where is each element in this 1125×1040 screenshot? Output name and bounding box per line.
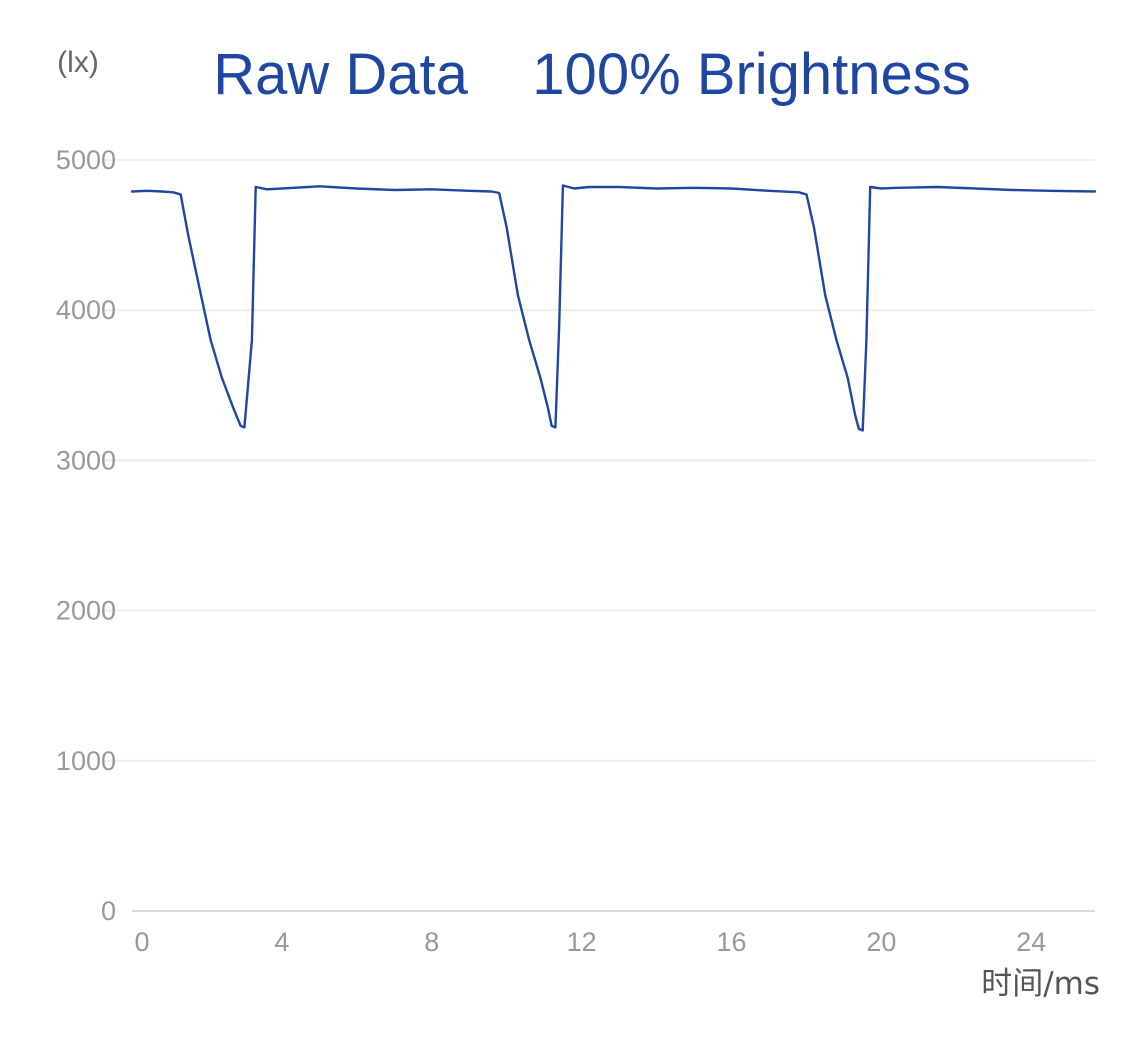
x-tick-label: 20 [866,927,896,957]
x-tick-label: 12 [567,927,597,957]
chart-title: Raw Data 100% Brightness [213,42,971,107]
y-tick-label: 0 [101,896,116,926]
x-tick-label: 24 [1016,927,1046,957]
gridlines [104,159,1095,912]
y-tick-label: 5000 [56,145,116,175]
series-line-0 [130,184,1097,432]
x-tick-label: 0 [134,927,149,957]
x-axis-ticks: 0 4 8 12 16 20 24 [134,927,1046,957]
x-tick-label: 16 [717,927,747,957]
y-tick-label: 4000 [56,295,116,325]
y-tick-label: 2000 [56,596,116,626]
y-axis-ticks: 0 1000 2000 3000 4000 5000 [56,145,116,926]
x-tick-label: 4 [274,927,289,957]
y-axis-unit-label: (lx) [57,46,99,79]
x-axis-label: 时间/ms [981,966,1100,1002]
series-group [130,184,1097,432]
y-tick-label: 1000 [56,746,116,776]
x-tick-label: 8 [424,927,439,957]
y-tick-label: 3000 [56,445,116,475]
